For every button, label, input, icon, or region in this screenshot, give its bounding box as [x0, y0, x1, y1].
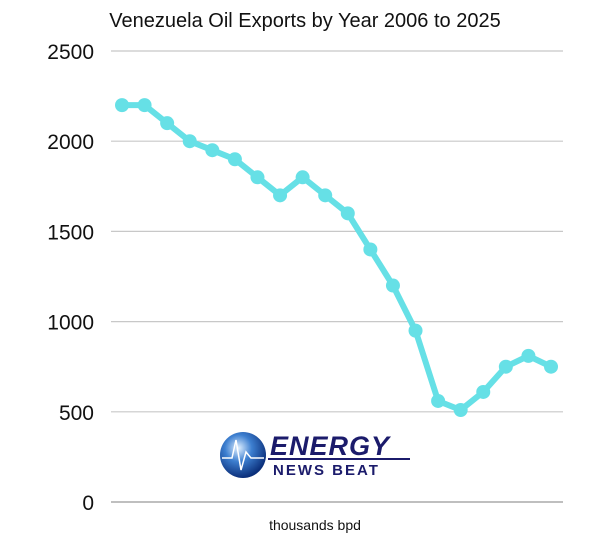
globe-icon [220, 432, 266, 478]
y-tick-label: 1500 [47, 221, 94, 244]
data-point-2020 [431, 393, 446, 408]
y-tick-label: 500 [59, 402, 94, 425]
logo-text-news-beat: NEWS BEAT [273, 462, 380, 479]
data-point-2019 [408, 323, 423, 338]
series-line [122, 102, 553, 413]
data-point-2025 [544, 359, 558, 374]
data-point-2013 [273, 188, 288, 203]
data-point-2015 [318, 188, 333, 203]
data-point-2011 [227, 152, 242, 167]
energy-news-beat-logo: ENERGY NEWS BEAT [220, 431, 410, 479]
data-point-2024 [521, 348, 536, 363]
y-tick-label: 0 [82, 492, 94, 515]
y-tick-label: 2000 [47, 131, 94, 154]
data-point-2009 [182, 134, 197, 149]
data-point-2006 [115, 98, 129, 113]
data-point-2007 [137, 98, 152, 113]
data-point-2008 [160, 116, 175, 131]
data-point-2016 [340, 206, 355, 221]
logo-text-energy: ENERGY [270, 431, 392, 461]
y-tick-label: 2500 [47, 41, 94, 64]
data-point-2012 [250, 170, 265, 185]
data-point-2021 [453, 402, 468, 417]
y-tick-label: 1000 [47, 312, 94, 335]
chart-title: Venezuela Oil Exports by Year 2006 to 20… [109, 10, 500, 32]
x-axis-label: thousands bpd [269, 517, 361, 533]
data-point-2018 [385, 278, 400, 293]
data-point-2014 [295, 170, 310, 185]
data-point-2010 [205, 143, 220, 158]
data-point-2017 [363, 242, 378, 257]
data-point-2022 [476, 384, 491, 399]
data-point-2023 [498, 359, 513, 374]
